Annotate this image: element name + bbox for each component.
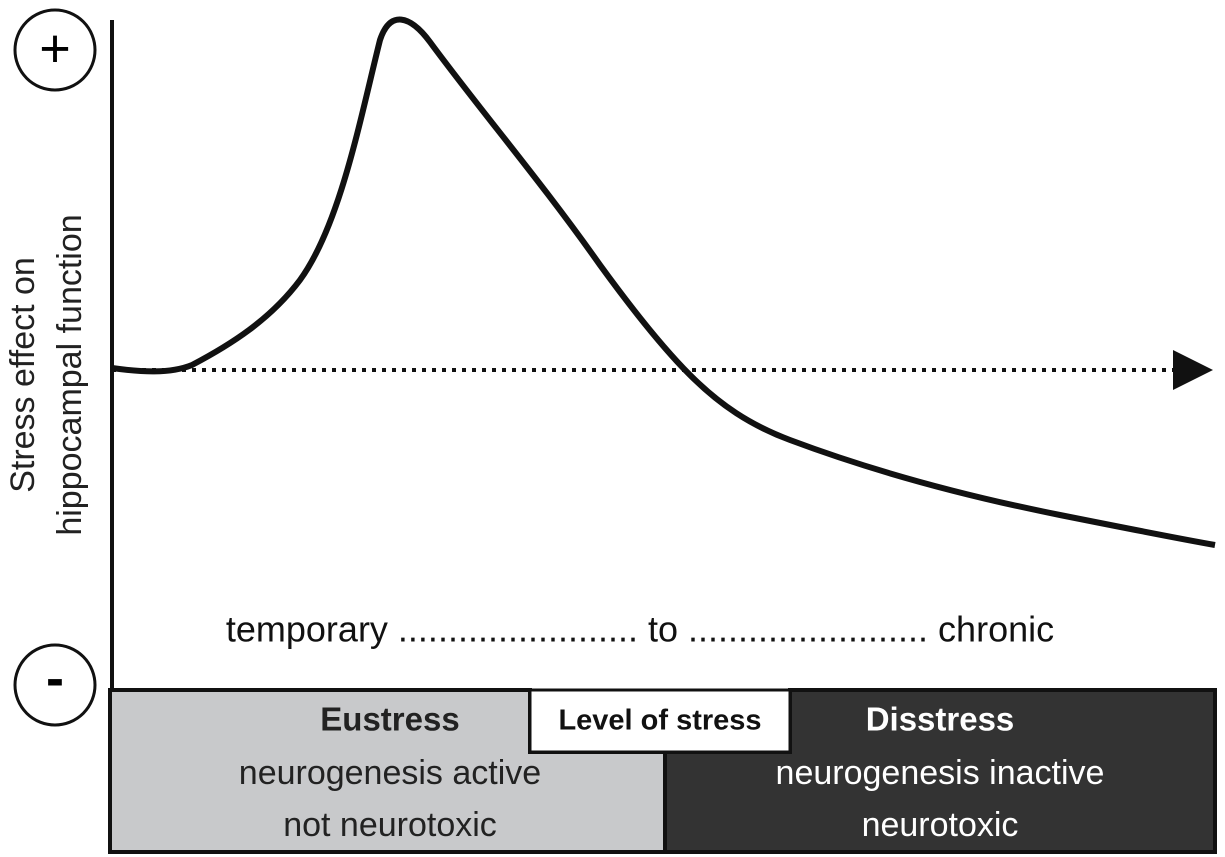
y-label: Stress effect on hippocampal function (4, 214, 89, 535)
eustress-line: not neurotoxic (283, 806, 497, 844)
disstress-line: neurotoxic (862, 806, 1019, 844)
minus-sign: - (46, 648, 64, 708)
timeline: temporary ........................ to ..… (226, 609, 1054, 650)
minus-circle (13, 643, 97, 727)
plus-sign: + (39, 18, 71, 78)
center-box (528, 688, 792, 754)
y-label-line: hippocampal function (51, 214, 89, 535)
stress-curve (111, 16, 1216, 548)
disstress-line: neurogenesis inactive (776, 754, 1105, 792)
plus-circle (13, 8, 97, 92)
disstress-title: Disstress (866, 701, 1015, 738)
y-label-line: Stress effect on (4, 257, 42, 493)
eustress-line: neurogenesis active (239, 754, 541, 792)
eustress-title: Eustress (320, 701, 459, 738)
center-label: Level of stress (558, 705, 761, 737)
